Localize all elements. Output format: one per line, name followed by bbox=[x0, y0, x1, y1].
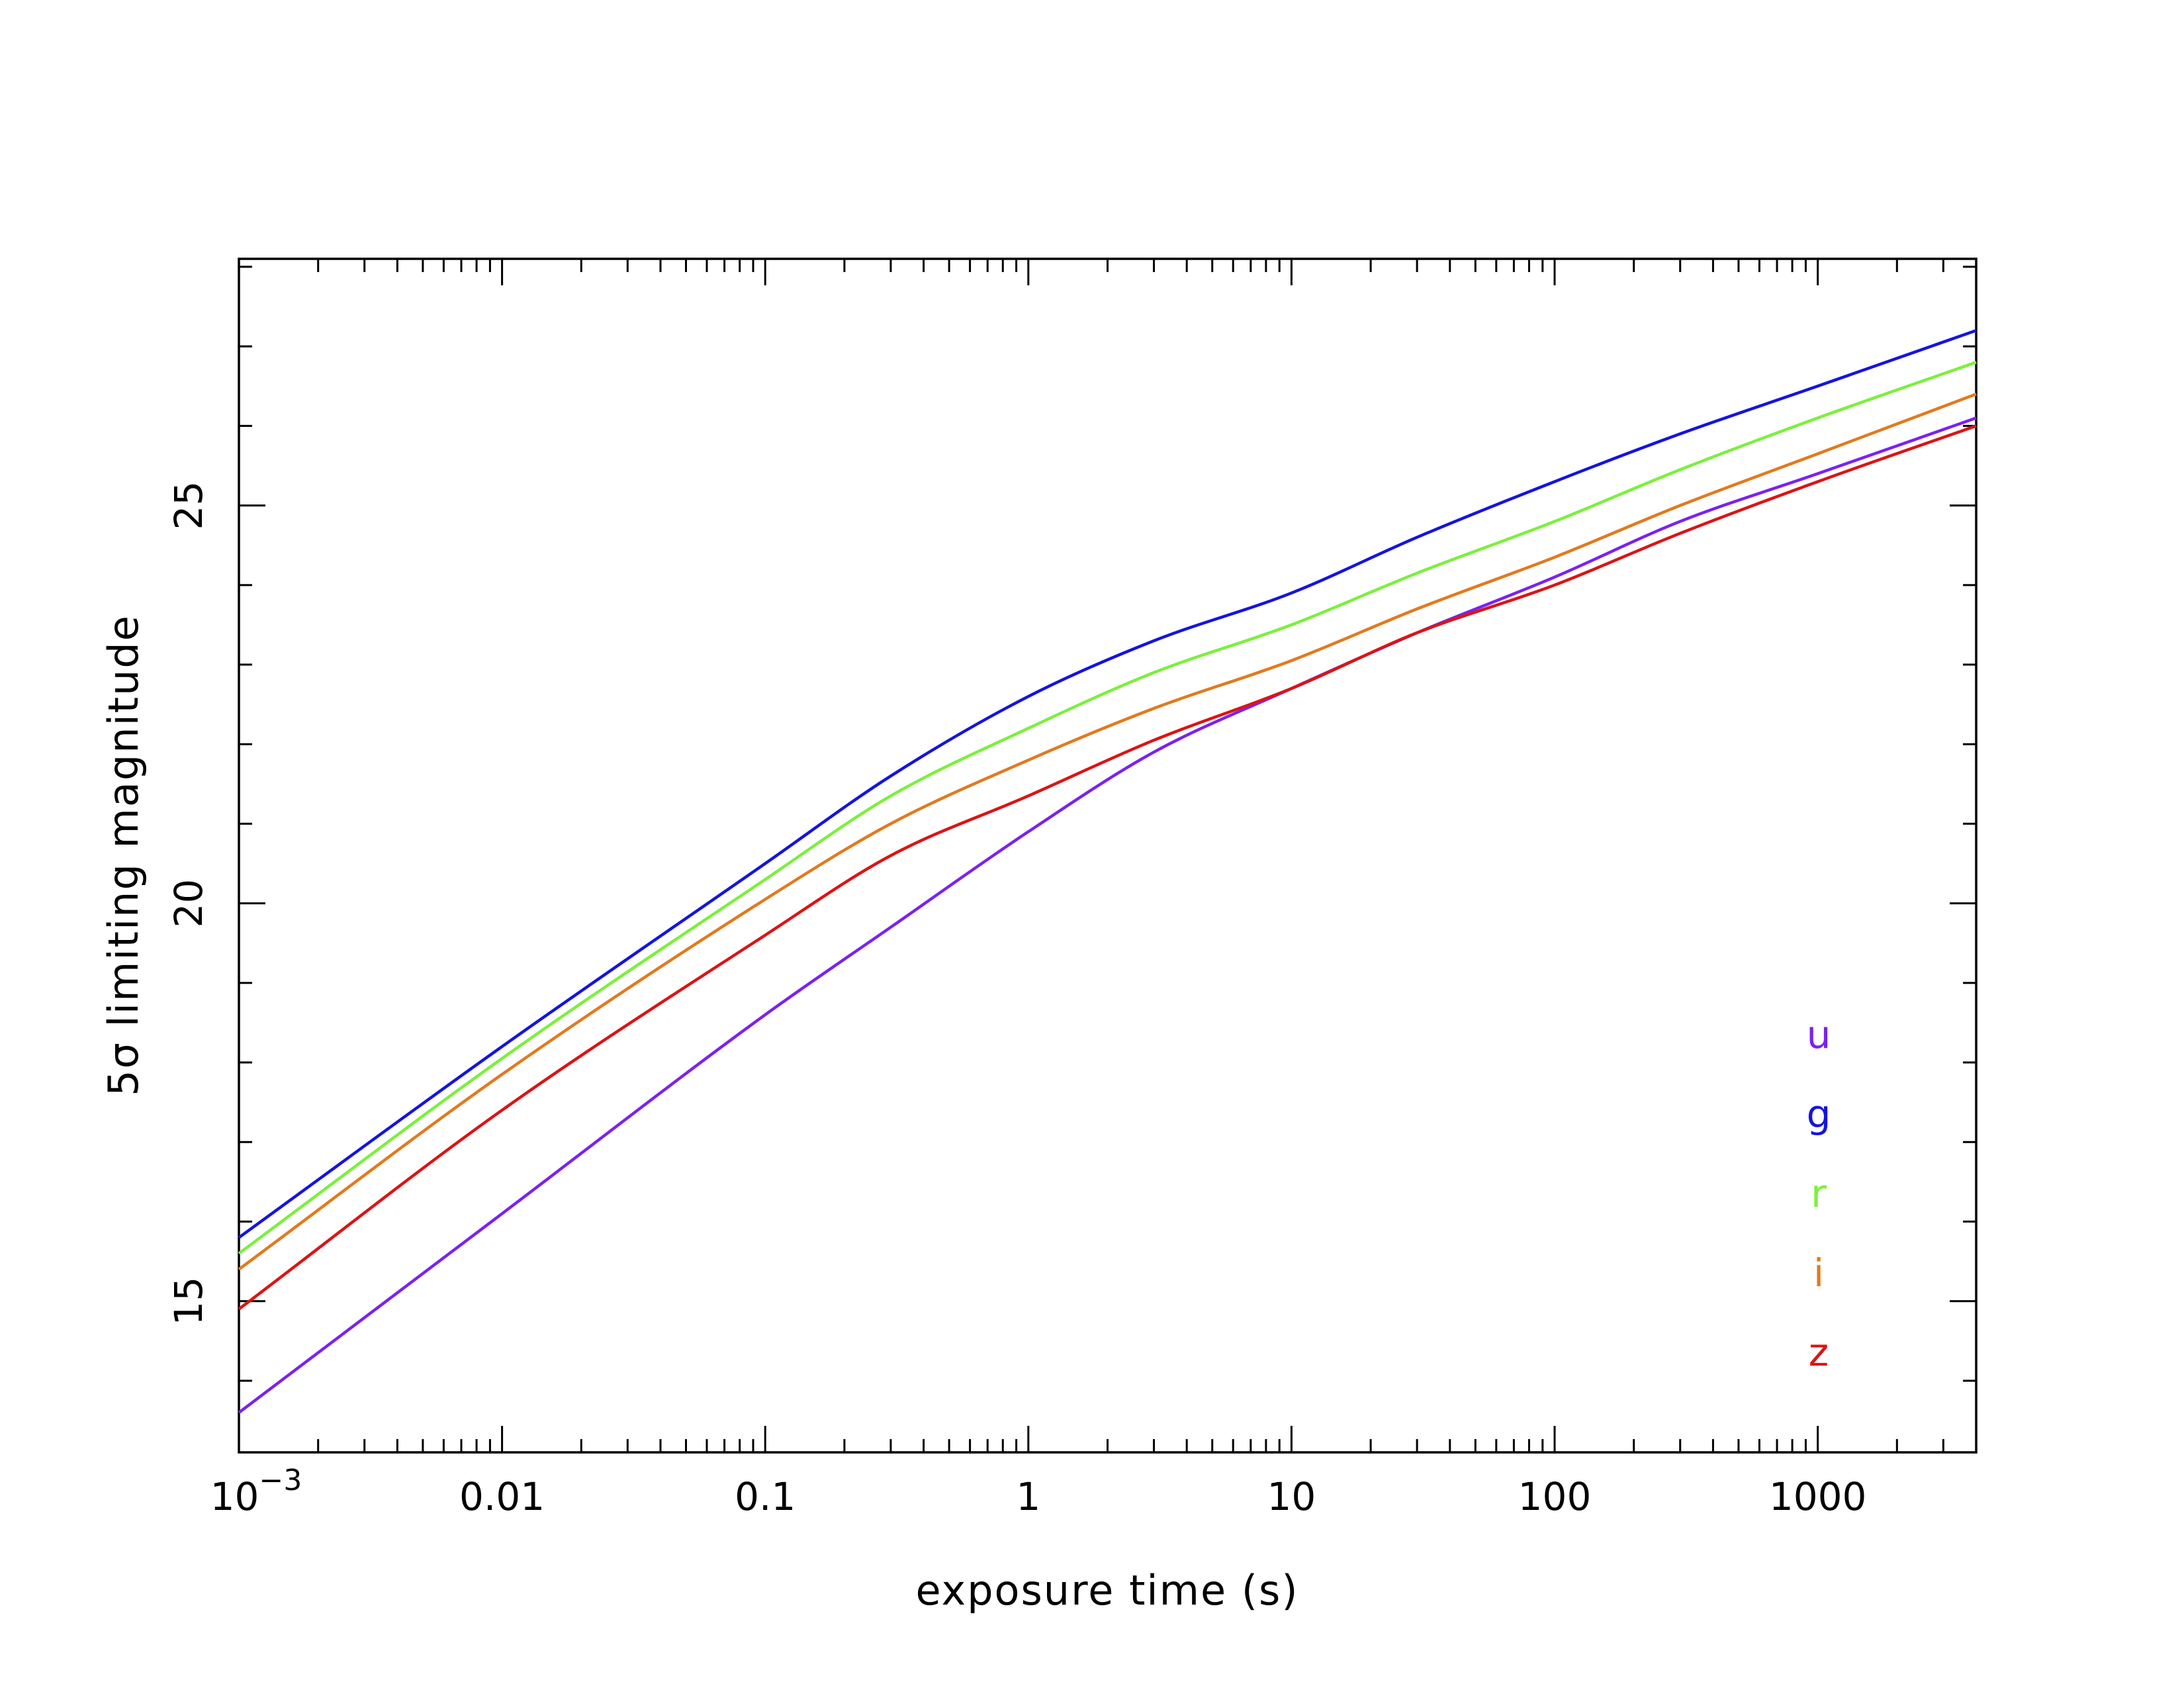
series-line-z bbox=[238, 424, 1977, 1311]
series-line-r bbox=[238, 361, 1977, 1255]
x-tick-label: 0.1 bbox=[735, 1474, 796, 1519]
x-tick-label: 10−3 bbox=[210, 1464, 302, 1519]
x-tick-label: 100 bbox=[1518, 1474, 1592, 1519]
legend-label-r: r bbox=[1811, 1171, 1827, 1216]
legend-label-z: z bbox=[1809, 1330, 1829, 1375]
legend-label-i: i bbox=[1813, 1250, 1824, 1295]
y-tick-label: 25 bbox=[166, 481, 211, 530]
y-tick-label: 15 bbox=[166, 1277, 211, 1326]
tick-labels: 10−3 0.01 0.1 1 10 100 1000 15 20 25 bbox=[166, 481, 1866, 1519]
x-axis-label: exposure time (s) bbox=[915, 1566, 1298, 1615]
x-tick-label: 10 bbox=[1267, 1474, 1316, 1519]
series-lines bbox=[238, 329, 1977, 1414]
legend-label-u: u bbox=[1807, 1012, 1831, 1057]
series-line-u bbox=[238, 416, 1977, 1414]
x-tick-label: 0.01 bbox=[459, 1474, 545, 1519]
series-line-g bbox=[238, 329, 1977, 1239]
series-line-i bbox=[238, 393, 1977, 1271]
plot-frame bbox=[238, 258, 1978, 1454]
x-tick-label: 1000 bbox=[1769, 1474, 1867, 1519]
axis-ticks bbox=[238, 259, 1978, 1452]
y-axis-label: 5σ limiting magnitude bbox=[99, 614, 148, 1096]
x-tick-label: 1 bbox=[1016, 1474, 1040, 1519]
legend-label-g: g bbox=[1807, 1092, 1831, 1137]
y-tick-label: 20 bbox=[166, 879, 211, 928]
